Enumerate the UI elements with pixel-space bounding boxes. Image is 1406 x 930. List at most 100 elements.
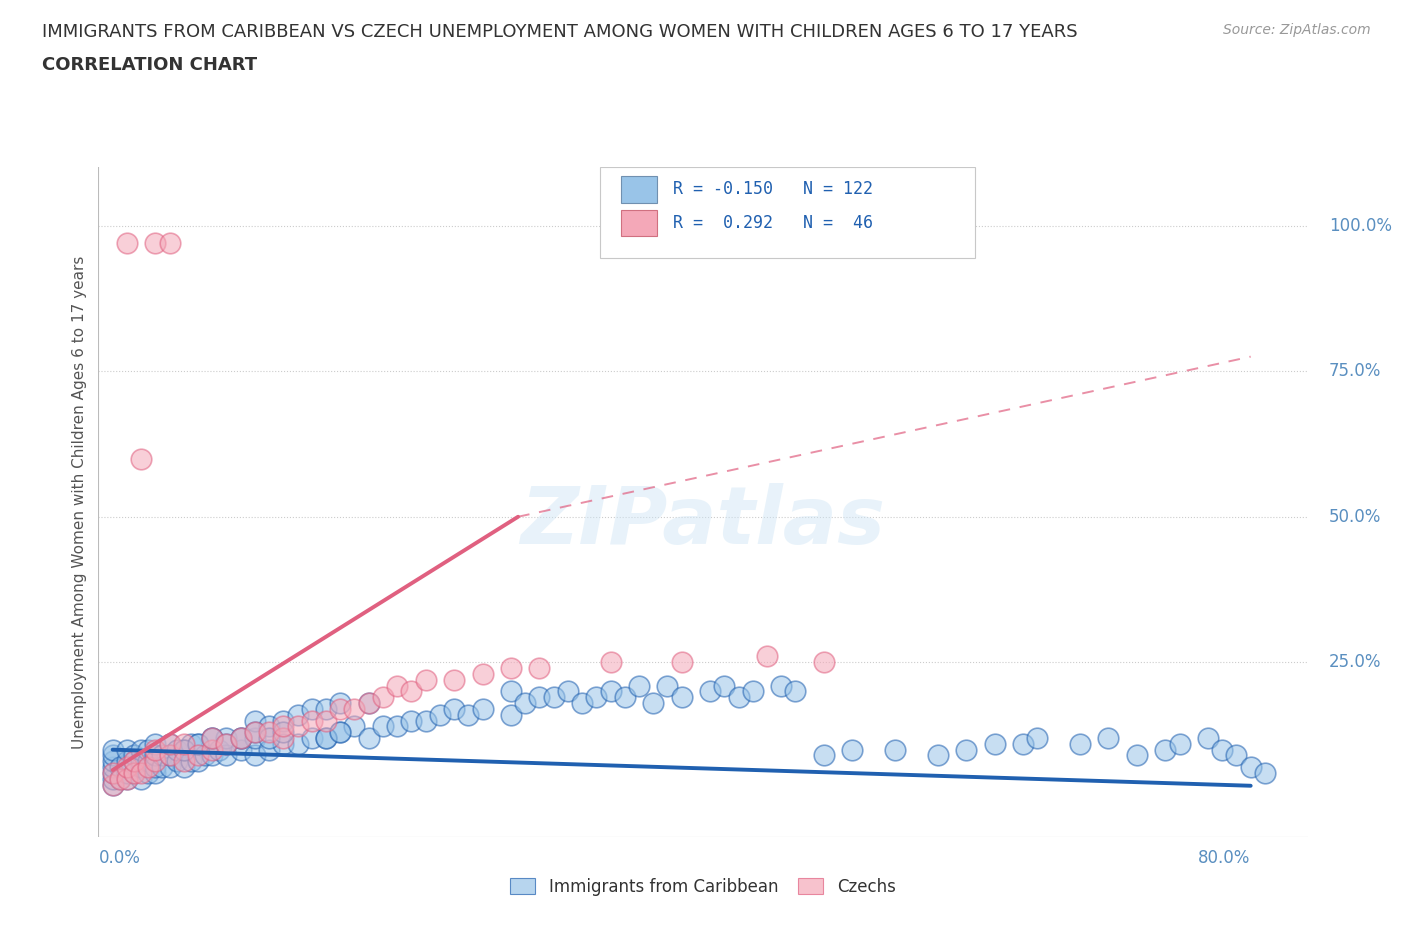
Point (273, 737, 295, 751)
FancyBboxPatch shape (600, 167, 976, 258)
Point (101, 777, 124, 792)
Point (243, 748, 266, 763)
Point (129, 760, 152, 775)
Point (884, 742, 907, 757)
Point (1154, 742, 1177, 757)
Point (543, 690, 565, 705)
Point (371, 690, 394, 705)
Point (159, 760, 181, 775)
Point (180, 737, 202, 751)
Text: 0.0%: 0.0% (98, 849, 141, 867)
Point (257, 731, 280, 746)
Text: 25.0%: 25.0% (1329, 653, 1382, 671)
Point (770, 678, 793, 693)
Point (557, 684, 579, 698)
Point (229, 742, 252, 757)
Point (173, 760, 195, 775)
Point (515, 696, 537, 711)
Point (173, 742, 195, 757)
Point (257, 719, 280, 734)
Point (713, 678, 735, 693)
Point (613, 690, 636, 705)
Point (243, 713, 266, 728)
Point (136, 760, 159, 775)
Point (329, 724, 352, 739)
Point (173, 742, 195, 757)
Point (627, 678, 650, 693)
Point (315, 731, 337, 746)
Point (187, 737, 209, 751)
Point (152, 748, 174, 763)
Point (385, 719, 408, 734)
Text: ZIPatlas: ZIPatlas (520, 484, 886, 562)
Point (301, 713, 323, 728)
Point (122, 765, 145, 780)
Point (108, 771, 131, 786)
Point (201, 742, 224, 757)
Point (1097, 731, 1119, 746)
Point (371, 719, 394, 734)
Point (159, 737, 181, 751)
Point (429, 708, 451, 723)
Text: Source: ZipAtlas.com: Source: ZipAtlas.com (1223, 23, 1371, 37)
Point (415, 672, 437, 687)
Point (115, 765, 138, 780)
Point (1197, 731, 1219, 746)
Point (301, 701, 323, 716)
Point (813, 655, 835, 670)
Point (159, 748, 181, 763)
Point (152, 760, 174, 775)
Point (343, 701, 366, 716)
Point (143, 760, 166, 775)
Point (129, 765, 152, 780)
Point (101, 771, 124, 786)
Point (257, 742, 280, 757)
Point (215, 737, 238, 751)
Point (243, 724, 266, 739)
Point (257, 724, 280, 739)
Point (115, 754, 138, 769)
Point (1168, 737, 1191, 751)
Point (101, 765, 124, 780)
Point (101, 742, 124, 757)
Point (136, 765, 159, 780)
Point (194, 748, 217, 763)
Point (166, 742, 188, 757)
Point (122, 754, 145, 769)
Point (1240, 760, 1263, 775)
Point (229, 731, 252, 746)
Point (229, 731, 252, 746)
Point (122, 748, 145, 763)
Point (457, 708, 479, 723)
Point (115, 235, 138, 250)
Point (273, 731, 295, 746)
Point (187, 754, 209, 769)
Point (983, 737, 1005, 751)
Point (315, 701, 337, 716)
Text: 50.0%: 50.0% (1329, 508, 1381, 525)
Text: R = -0.150   N = 122: R = -0.150 N = 122 (672, 180, 873, 198)
Point (357, 696, 380, 711)
Point (129, 742, 152, 757)
Text: 75.0%: 75.0% (1329, 362, 1381, 380)
Point (143, 754, 166, 769)
Point (529, 690, 551, 705)
Point (443, 701, 465, 716)
Text: 80.0%: 80.0% (1198, 849, 1251, 867)
Point (129, 754, 152, 769)
Point (215, 748, 238, 763)
Point (122, 765, 145, 780)
Bar (621, 209, 657, 236)
Point (315, 731, 337, 746)
Point (129, 451, 152, 466)
Point (329, 724, 352, 739)
Point (1026, 731, 1049, 746)
Point (599, 655, 621, 670)
Point (385, 678, 408, 693)
Point (143, 765, 166, 780)
Y-axis label: Unemployment Among Women with Children Ages 6 to 17 years: Unemployment Among Women with Children A… (72, 256, 87, 749)
Point (471, 667, 494, 682)
Point (273, 724, 295, 739)
Point (173, 737, 195, 751)
Point (173, 754, 195, 769)
